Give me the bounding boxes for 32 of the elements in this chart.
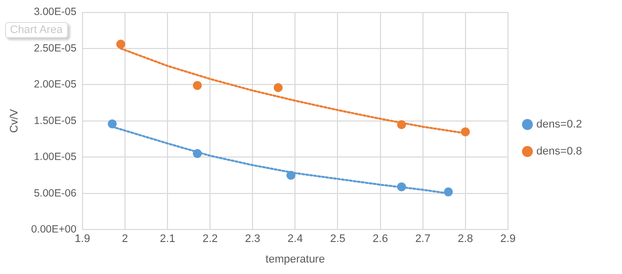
x-tick-label: 2.7 xyxy=(415,233,430,246)
point xyxy=(274,83,283,92)
point xyxy=(397,120,406,130)
x-tick-label: 2.3 xyxy=(244,233,260,246)
legend-label: dens=0.2 xyxy=(536,118,582,131)
point xyxy=(192,149,202,158)
x-tick-label: 2.9 xyxy=(500,233,516,246)
x-tick-label: 2.2 xyxy=(202,233,218,246)
y-tick-label: 1.50E-05 xyxy=(34,114,77,127)
x-tick-label: 2.4 xyxy=(288,233,303,246)
x-tick-label: 2.6 xyxy=(372,233,388,246)
x-tick-label: 2 xyxy=(122,233,128,246)
y-tick-label: 2.00E-05 xyxy=(34,78,77,91)
x-axis-title: temperature xyxy=(266,253,325,266)
point xyxy=(192,80,202,90)
x-tick-label: 1.9 xyxy=(74,233,90,246)
y-tick-label: 5.00E-06 xyxy=(34,187,77,200)
y-tick-label: 3.00E-05 xyxy=(34,6,77,18)
point xyxy=(444,187,453,196)
y-tick-label: 2.50E-05 xyxy=(34,42,77,54)
x-tick-label: 2.5 xyxy=(330,233,346,246)
point xyxy=(108,119,117,128)
point xyxy=(286,170,296,180)
point xyxy=(397,182,406,192)
x-tick-label: 2.1 xyxy=(160,233,176,246)
x-tick-label: 2.8 xyxy=(458,233,474,246)
point xyxy=(116,40,126,49)
y-axis-title: Cv/V xyxy=(8,108,21,133)
y-tick-label: 1.00E-05 xyxy=(34,151,77,164)
point xyxy=(460,127,470,136)
y-tick-label: 0.00E+00 xyxy=(31,223,77,236)
legend-label: dens=0.8 xyxy=(536,146,582,158)
